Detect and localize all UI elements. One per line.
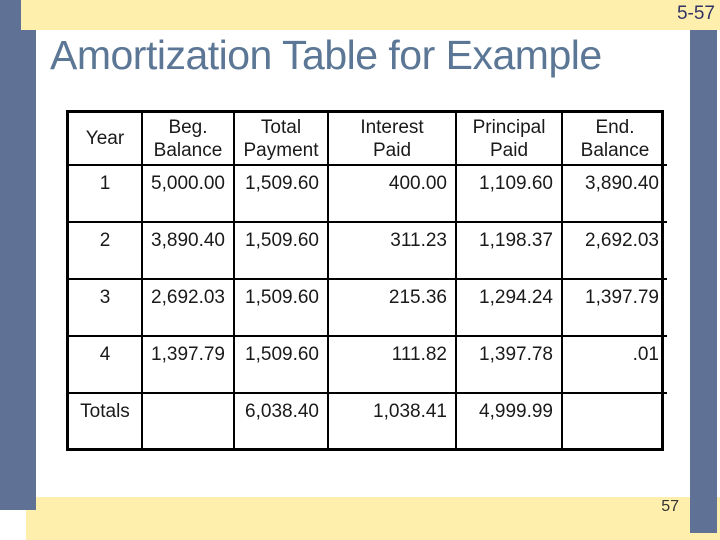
cell-end-balance-2: 2,692.03: [563, 223, 667, 280]
cell-totals-label: Totals: [69, 394, 143, 448]
cell-totals-interest-paid: 1,038.41: [329, 394, 457, 448]
cell-end-balance-3: 1,397.79: [563, 280, 667, 337]
cell-principal-paid-3: 1,294.24: [457, 280, 563, 337]
cell-interest-paid-1: 400.00: [329, 166, 457, 223]
header-interest-paid: Interest Paid: [329, 113, 457, 166]
slide-number-top: 5-57: [676, 3, 715, 24]
cell-principal-paid-4: 1,397.78: [457, 337, 563, 394]
cell-beg-balance-4: 1,397.79: [143, 337, 235, 394]
cell-year-4: 4: [69, 337, 143, 394]
header-total-payment: Total Payment: [235, 113, 329, 166]
cell-interest-paid-4: 111.82: [329, 337, 457, 394]
cell-totals-end-balance: [563, 394, 667, 448]
cell-interest-paid-2: 311.23: [329, 223, 457, 280]
cell-total-payment-2: 1,509.60: [235, 223, 329, 280]
header-end-balance: End. Balance: [563, 113, 667, 166]
cell-beg-balance-2: 3,890.40: [143, 223, 235, 280]
left-accent-bar: [0, 0, 36, 510]
cell-total-payment-3: 1,509.60: [235, 280, 329, 337]
cell-beg-balance-3: 2,692.03: [143, 280, 235, 337]
slide-title: Amortization Table for Example: [50, 32, 602, 78]
top-accent-band: [21, 0, 720, 30]
cell-year-2: 2: [69, 223, 143, 280]
header-year: Year: [69, 113, 143, 166]
bottom-accent-band: [26, 497, 720, 540]
cell-beg-balance-1: 5,000.00: [143, 166, 235, 223]
cell-totals-total-payment: 6,038.40: [235, 394, 329, 448]
cell-principal-paid-2: 1,198.37: [457, 223, 563, 280]
cell-principal-paid-1: 1,109.60: [457, 166, 563, 223]
header-beg-balance: Beg. Balance: [143, 113, 235, 166]
cell-end-balance-1: 3,890.40: [563, 166, 667, 223]
slide-number-bottom: 57: [661, 498, 679, 515]
cell-totals-principal-paid: 4,999.99: [457, 394, 563, 448]
right-accent-bar: [690, 28, 717, 533]
cell-total-payment-1: 1,509.60: [235, 166, 329, 223]
header-principal-paid: Principal Paid: [457, 113, 563, 166]
amortization-table: Year Beg. Balance Total Payment Interest…: [66, 110, 667, 451]
cell-total-payment-4: 1,509.60: [235, 337, 329, 394]
cell-interest-paid-3: 215.36: [329, 280, 457, 337]
cell-end-balance-4: .01: [563, 337, 667, 394]
cell-totals-beg-balance: [143, 394, 235, 448]
cell-year-1: 1: [69, 166, 143, 223]
cell-year-3: 3: [69, 280, 143, 337]
